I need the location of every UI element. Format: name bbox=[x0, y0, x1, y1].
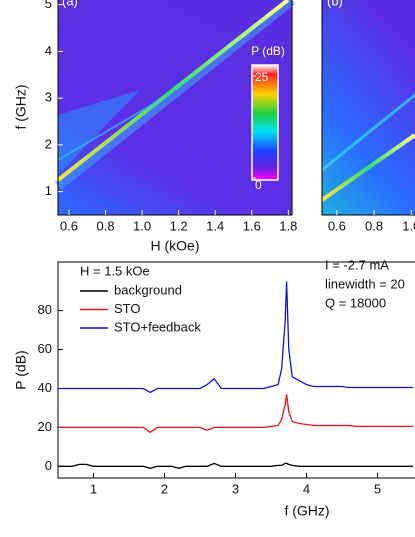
y-tick-label: 1 bbox=[45, 183, 52, 198]
axis-frame bbox=[321, 0, 415, 216]
y-tick-label: 40 bbox=[38, 380, 52, 395]
series-line bbox=[58, 462, 413, 469]
colorbar bbox=[251, 64, 279, 181]
x-tick-label: 0.6 bbox=[60, 218, 78, 233]
x-tick-label: 2 bbox=[161, 481, 168, 496]
axis-frame bbox=[57, 261, 415, 479]
legend-label: STO bbox=[114, 301, 141, 316]
x-tick-label: 1.2 bbox=[170, 218, 188, 233]
heatmap-ridge-glow bbox=[54, 0, 296, 190]
y-tick-label: 2 bbox=[45, 136, 52, 151]
y-tick-label: 20 bbox=[38, 419, 52, 434]
heatmap-b bbox=[320, 0, 415, 215]
x-axis-label: H (kOe) bbox=[151, 238, 200, 254]
x-tick-label: 0.6 bbox=[328, 218, 346, 233]
y-axis-label: f (GHz) bbox=[13, 84, 29, 129]
x-tick-label: 1.8 bbox=[279, 218, 297, 233]
heatmap-ridge bbox=[57, 99, 161, 161]
x-tick-label: 1 bbox=[90, 481, 97, 496]
heatmap-ridge bbox=[321, 93, 415, 172]
y-tick-label: 5 bbox=[45, 0, 52, 11]
x-tick-label: 4 bbox=[303, 481, 310, 496]
y-axis-label: P (dB) bbox=[13, 350, 29, 389]
annotation: linewidth = 20 bbox=[325, 276, 405, 291]
axis-frame bbox=[57, 0, 293, 216]
panel-label: (b) bbox=[327, 0, 343, 8]
x-tick-label: 1.0 bbox=[402, 218, 415, 233]
colorbar-tick-label: 25 bbox=[255, 70, 269, 84]
panel-label: (a) bbox=[62, 0, 78, 8]
y-tick-label: 60 bbox=[38, 341, 52, 356]
legend-label: background bbox=[114, 282, 182, 297]
x-tick-label: 1.6 bbox=[243, 218, 261, 233]
annotation: H = 1.5 kOe bbox=[80, 263, 150, 278]
x-tick-label: 0.8 bbox=[96, 218, 114, 233]
annotation: I = -2.7 mA bbox=[325, 257, 389, 272]
annotation: Q = 18000 bbox=[325, 295, 386, 310]
y-tick-label: 0 bbox=[45, 458, 52, 473]
x-tick-label: 3 bbox=[232, 481, 239, 496]
heatmap-ridge bbox=[56, 0, 290, 182]
heatmap-region bbox=[58, 90, 140, 175]
series-line bbox=[58, 281, 413, 394]
x-tick-label: 1.0 bbox=[133, 218, 151, 233]
y-tick-label: 3 bbox=[45, 90, 52, 105]
x-tick-label: 5 bbox=[374, 481, 381, 496]
colorbar-label: P (dB) bbox=[251, 44, 285, 58]
heatmap-ridge bbox=[320, 133, 415, 202]
y-tick-label: 80 bbox=[38, 302, 52, 317]
x-tick-label: 0.8 bbox=[365, 218, 383, 233]
y-tick-label: 4 bbox=[45, 43, 52, 58]
x-axis-label: f (GHz) bbox=[284, 503, 329, 519]
x-tick-label: 1.4 bbox=[206, 218, 224, 233]
colorbar-tick-label: 0 bbox=[255, 178, 262, 192]
legend-label: STO+feedback bbox=[114, 319, 201, 334]
series-line bbox=[58, 394, 413, 434]
